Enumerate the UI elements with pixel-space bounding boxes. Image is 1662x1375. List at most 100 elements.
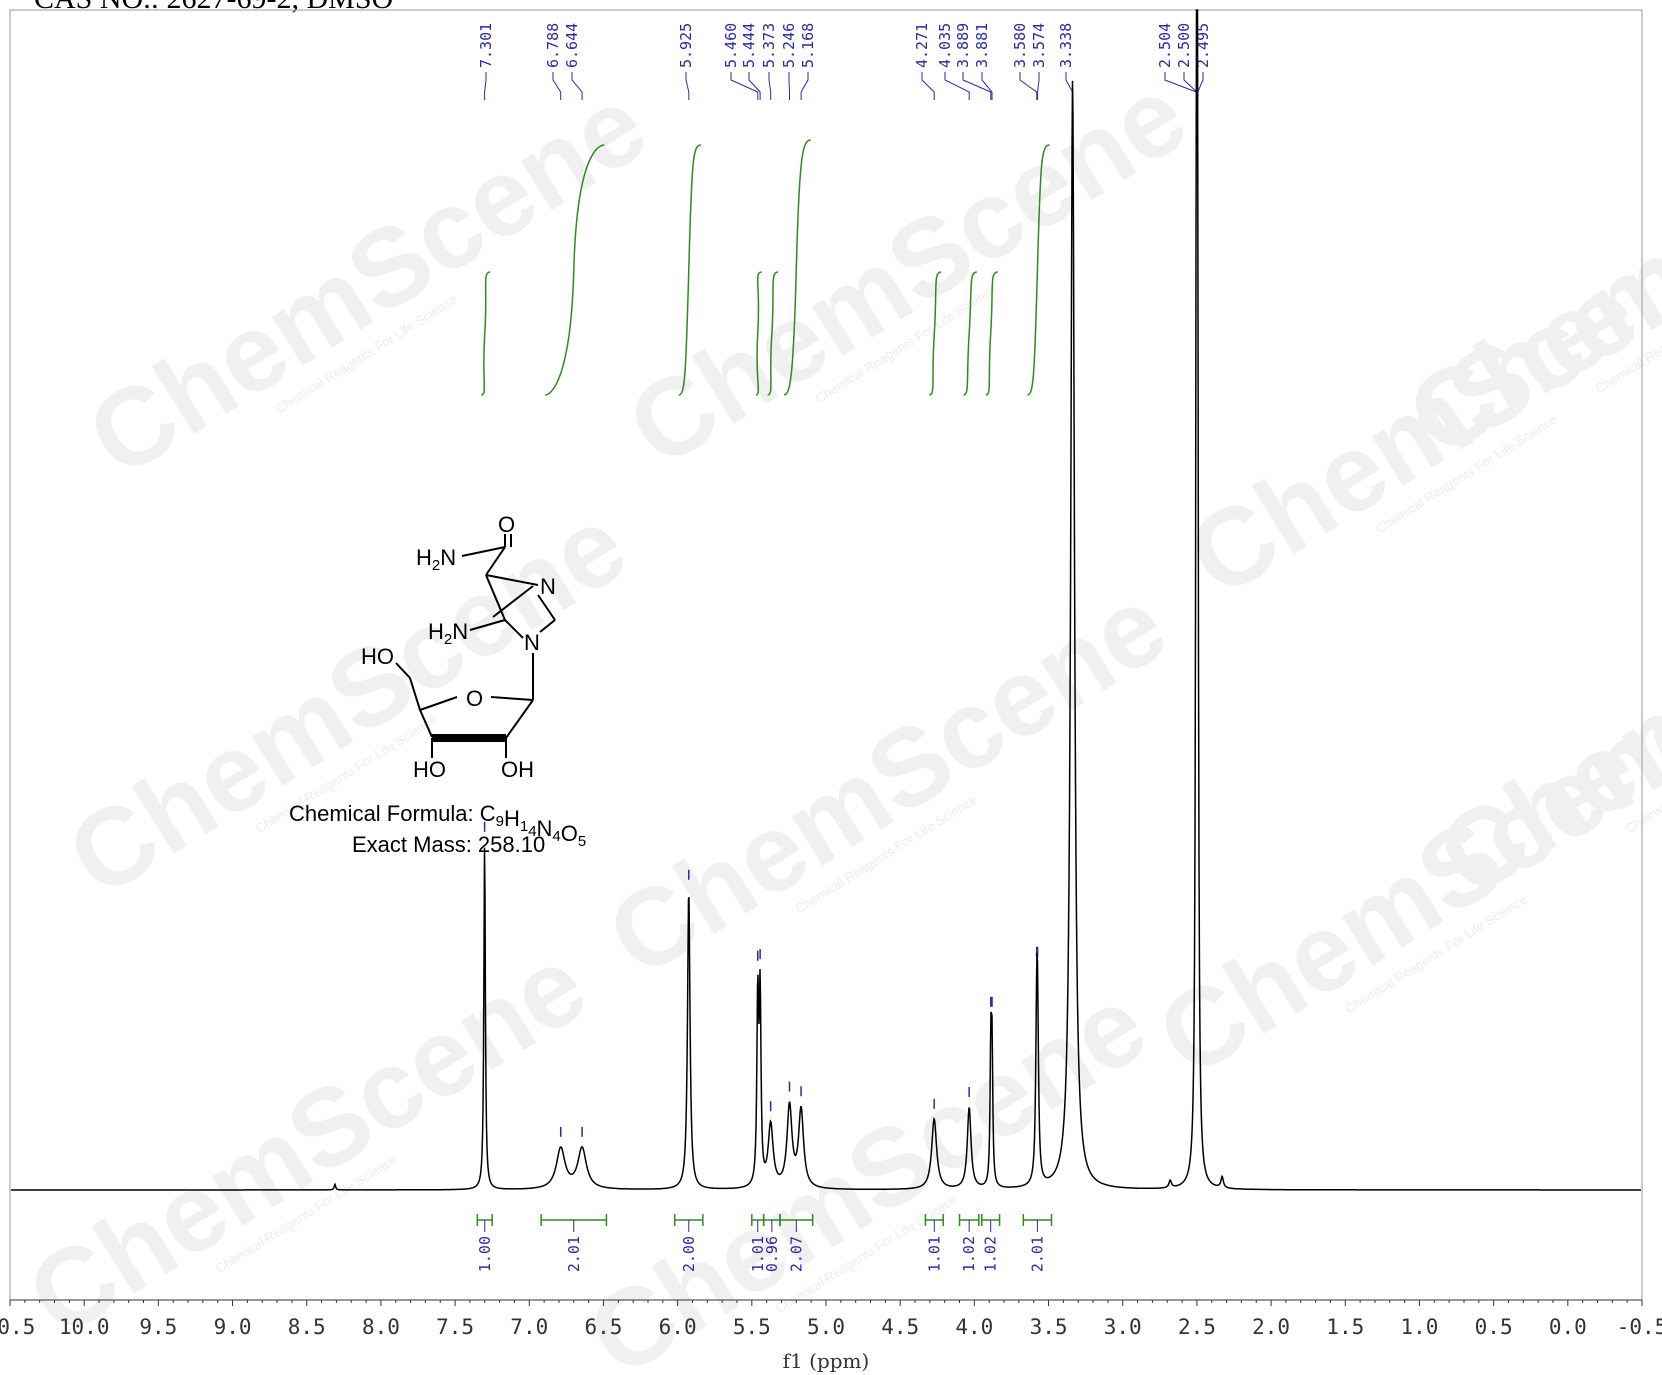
x-tick-label: 6.5 (584, 1315, 622, 1339)
integral-curve (767, 271, 779, 396)
peak-label: 5.373 (760, 23, 778, 68)
x-axis: 10.5 10.0 9.5 9.0 8.5 8.0 7.5 7.0 6.5 6.0 5.5 5.0 4.… (0, 1299, 1662, 1373)
peak-label-connector (788, 72, 790, 100)
peak-label: 5.460 (722, 23, 740, 68)
structure-atom-label: HO (361, 644, 394, 669)
peak-label: 2.500 (1175, 23, 1193, 68)
x-tick-label: 8.0 (362, 1315, 400, 1339)
page-title: CAS NO.: 2627-69-2, DMSO (34, 0, 393, 16)
peak-label: 4.035 (936, 23, 954, 68)
integral-brackets: 1.00 2.01 2.00 1.010.96 2.07 1.01 1.02 1.02 2.01 (476, 1214, 1053, 1272)
integral-curves (481, 139, 1050, 396)
structure-atom-label: OH (501, 757, 534, 782)
peak-label-connector (921, 72, 935, 100)
peak-label: 3.580 (1011, 23, 1029, 68)
peak-label: 2.495 (1194, 23, 1212, 68)
x-tick-label: 0.5 (1475, 1315, 1513, 1339)
watermark-brand: ChemScene (568, 962, 1167, 1375)
integral-curve (929, 271, 942, 396)
peak-label-connector (730, 72, 759, 100)
peak-label: 4.271 (913, 23, 931, 68)
watermark-brand: ChemScene (68, 62, 667, 500)
peak-label: 3.338 (1057, 23, 1075, 68)
peak-label: 5.246 (780, 23, 798, 68)
peak-label-connector (981, 72, 993, 100)
integral-value: 2.01 (565, 1236, 583, 1272)
x-tick-label: 3.5 (1030, 1315, 1068, 1339)
x-tick-label: 6.0 (659, 1315, 697, 1339)
spectrum-trace (11, 9, 1641, 1191)
watermark-brand: ChemScene (48, 482, 647, 920)
watermark-brand: ChemScene (1388, 42, 1662, 480)
peak-label-connector (685, 72, 690, 100)
x-tick-label: 1.5 (1326, 1315, 1364, 1339)
chemical-formula-value: C9H14N4O5 (480, 801, 587, 850)
peak-label-connector (944, 72, 970, 100)
x-tick-label: 9.0 (214, 1315, 252, 1339)
x-tick-label: 7.0 (510, 1315, 548, 1339)
integral-curve (755, 271, 762, 396)
peak-label-connector (748, 72, 761, 100)
x-tick-label: 8.5 (288, 1315, 326, 1339)
x-tick-label: 9.5 (139, 1315, 177, 1339)
watermark-brand: ChemScene (608, 52, 1207, 490)
exact-mass: Exact Mass: 258.10 (352, 832, 545, 857)
structure-atom-label: N (540, 574, 556, 599)
peak-label-connector (800, 72, 809, 100)
integral-value: 2.00 (680, 1236, 698, 1272)
peak-label-connector (484, 72, 487, 100)
peak-label: 3.889 (954, 23, 972, 68)
peak-label-connector (768, 72, 772, 100)
integral-curve (1027, 144, 1050, 396)
x-tick-label: 7.5 (436, 1315, 474, 1339)
structure-atom-label: N (524, 630, 540, 655)
peak-label-connector (571, 72, 583, 100)
peak-label-connector (1197, 72, 1204, 100)
x-tick-label: 5.0 (807, 1315, 845, 1339)
chemical-structure (395, 534, 556, 758)
x-tick-label: 4.5 (881, 1315, 919, 1339)
peak-labels: 7.301 6.788 6.644 5.925 5.460 5.444 5.373 5.246… (477, 23, 1212, 100)
x-tick-label: -0.5 (1617, 1315, 1662, 1339)
integral-value: 1.01 (925, 1236, 943, 1272)
peak-label: 6.644 (563, 23, 581, 68)
x-tick-label: 5.5 (733, 1315, 771, 1339)
watermark-brand: ChemScene (588, 562, 1187, 1000)
x-tick-label: 2.5 (1178, 1315, 1216, 1339)
structure-atom-label: H2N (416, 545, 456, 574)
x-tick-label: 10.0 (59, 1315, 110, 1339)
structure-atom-label: O (466, 686, 483, 711)
peak-label: 5.925 (677, 23, 695, 68)
peak-label: 3.881 (973, 23, 991, 68)
watermark-brand: ChemScene (8, 922, 607, 1360)
integral-curve (545, 144, 605, 396)
structure-atom-label: O (498, 512, 515, 537)
chemical-formula-prefix: Chemical Formula: (289, 801, 480, 826)
x-tick-label: 10.5 (0, 1315, 35, 1339)
integral-curve (783, 139, 811, 396)
peak-label-connector (1183, 72, 1198, 100)
integral-value: 1.02 (960, 1236, 978, 1272)
integral-curve (963, 271, 977, 396)
structure-labels: O H2N N H2N N HO O HO OH Chemical Formul… (289, 512, 586, 857)
x-axis-title: f1 (ppm) (783, 1349, 870, 1373)
x-tick-label: 3.0 (1104, 1315, 1142, 1339)
peak-label: 2.504 (1156, 23, 1174, 68)
integral-curve (678, 144, 701, 396)
x-tick-label: 2.0 (1252, 1315, 1290, 1339)
integral-value: 1.00 (476, 1236, 494, 1272)
integral-curve (985, 271, 998, 396)
peak-label: 7.301 (477, 23, 495, 68)
watermark-brand: ChemScene (1418, 482, 1662, 920)
integral-value: 2.07 (787, 1236, 805, 1272)
peak-label: 5.444 (740, 23, 758, 68)
